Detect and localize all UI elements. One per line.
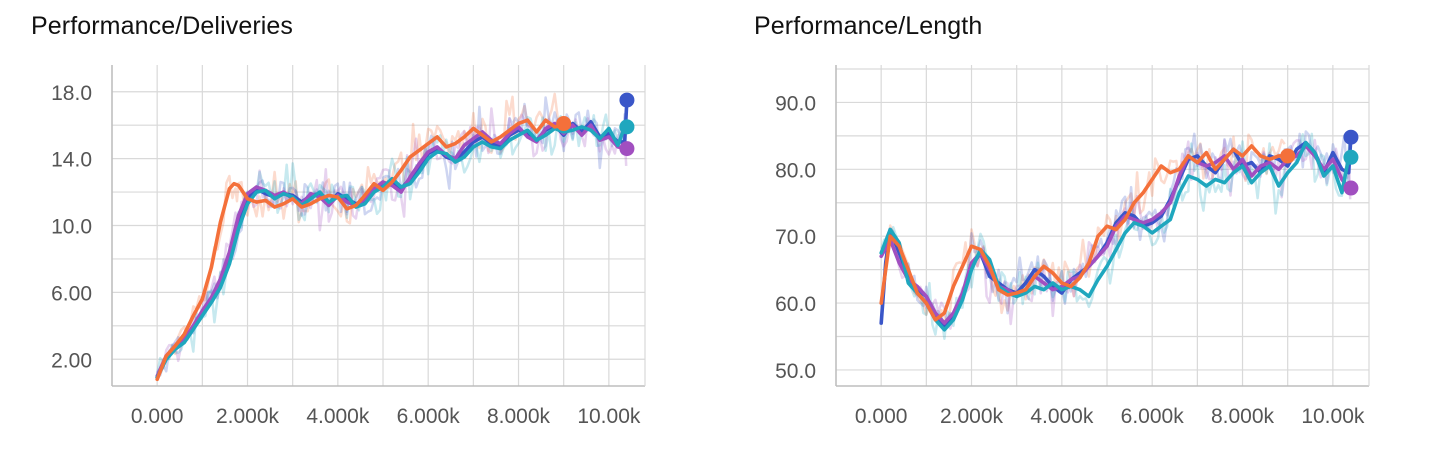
x-tick-label: 0.000 xyxy=(131,405,184,428)
x-tick-label: 2.000k xyxy=(216,405,280,428)
chart-title: Performance/Length xyxy=(754,12,983,40)
x-tick-label: 8.000k xyxy=(1211,405,1275,428)
series-line xyxy=(155,125,629,380)
y-tick-label: 6.00 xyxy=(51,282,92,305)
raw-series-line xyxy=(156,92,562,378)
x-tick-label: 6.000k xyxy=(1121,405,1185,428)
grid xyxy=(835,65,1369,386)
x-tick-label: 10.00k xyxy=(1301,405,1365,428)
series-end-marker xyxy=(556,116,572,132)
raw-series-line xyxy=(156,107,628,374)
x-tick-label: 4.000k xyxy=(1030,405,1094,428)
raw-series-line xyxy=(879,133,1286,328)
series-line xyxy=(879,140,1353,332)
series-end-marker xyxy=(619,92,635,108)
x-tick-label: 0.000 xyxy=(855,405,908,428)
y-tick-label: 70.0 xyxy=(775,226,816,249)
x-tick-label: 8.000k xyxy=(487,405,551,428)
raw-traces xyxy=(155,92,628,378)
y-tick-label: 50.0 xyxy=(775,360,816,383)
series-end-marker xyxy=(1343,129,1359,145)
raw-traces xyxy=(879,130,1352,340)
y-tick-label: 18.0 xyxy=(51,82,92,105)
series-end-marker xyxy=(619,141,635,157)
x-tick-label: 2.000k xyxy=(940,405,1004,428)
series-line xyxy=(155,118,566,382)
y-tick-label: 10.0 xyxy=(51,216,92,239)
series-line xyxy=(879,144,1353,325)
y-tick-label: 14.0 xyxy=(51,149,92,172)
x-tick-label: 6.000k xyxy=(397,405,461,428)
series-line xyxy=(155,98,629,380)
series-end-marker xyxy=(1280,148,1296,164)
length-chart-panel: Performance/Length 50.0 60.0 70.0 80.0 90.0 0… xyxy=(724,0,1424,449)
chart-title: Performance/Deliveries xyxy=(31,12,294,40)
x-tick-label: 10.00k xyxy=(577,405,641,428)
x-tick-label: 4.000k xyxy=(306,405,370,428)
y-tick-label: 90.0 xyxy=(775,92,816,115)
length-chart: 50.0 60.0 70.0 80.0 90.0 0.000 2.000k 4.000k 6.0… xyxy=(775,65,1370,428)
series-line xyxy=(879,144,1290,322)
y-tick-label: 2.00 xyxy=(51,349,92,372)
y-tick-label: 80.0 xyxy=(775,159,816,182)
series-end-marker xyxy=(1343,149,1359,165)
deliveries-chart-panel: Performance/Deliveries 2.00 6.00 10.0 14.0 1… xyxy=(0,0,700,449)
series-end-marker xyxy=(619,119,635,135)
series-end-marker xyxy=(1343,180,1359,196)
y-tick-label: 60.0 xyxy=(775,293,816,316)
deliveries-chart: 2.00 6.00 10.0 14.0 18.0 0.000 2.000k 4.000k 6.0… xyxy=(51,65,646,428)
